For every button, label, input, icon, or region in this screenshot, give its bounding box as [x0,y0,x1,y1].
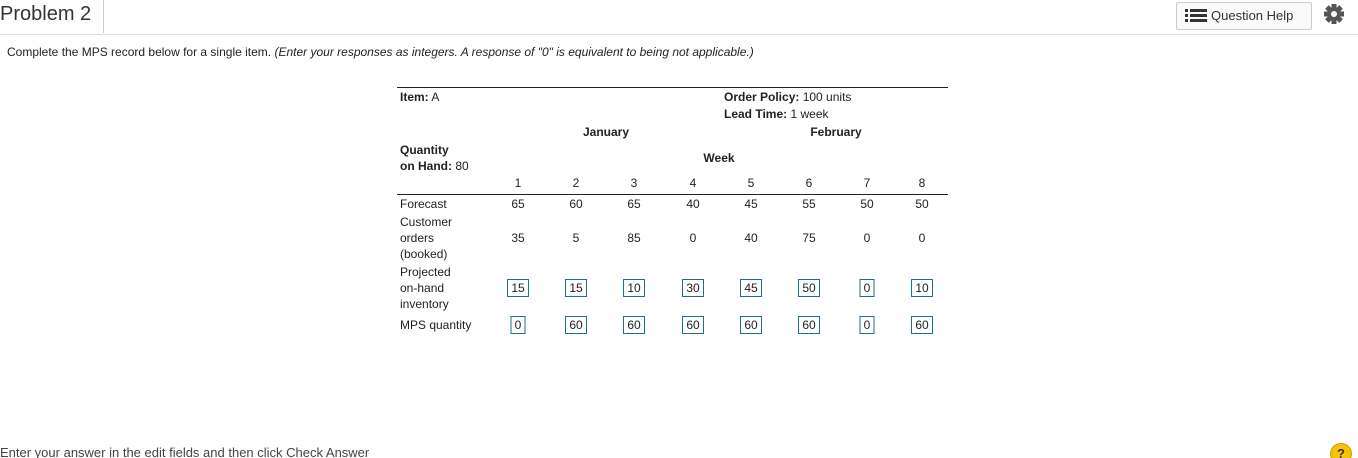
header-rule [0,34,1358,35]
cell-value: 0 [918,231,926,245]
cell-value: 60 [569,197,583,211]
cell-value: 65 [511,197,525,211]
quantity-label: Quantity [400,143,449,157]
answer-field[interactable] [740,316,762,334]
cell-value: 0 [863,231,871,245]
cell-value: 5 [572,231,580,245]
problem-title: Problem 2 [0,3,92,25]
week-number: 7 [863,176,871,190]
answer-field[interactable] [682,279,704,297]
cell-value: 40 [744,231,758,245]
answer-field[interactable] [565,279,587,297]
answer-field[interactable] [911,279,933,297]
row-label: (booked) [400,247,448,261]
answer-field[interactable] [682,316,704,334]
week-number: 5 [747,176,755,190]
row-label: MPS quantity [400,318,472,332]
table-header-rule [397,194,948,195]
item-value: A [431,90,440,104]
month-label: February [810,125,862,139]
week-number: 6 [805,176,813,190]
cell-value: 0 [689,231,697,245]
answer-field[interactable] [507,279,529,297]
row-label: Projected [400,265,451,279]
list-icon [1185,9,1207,22]
row-label: Customer [400,215,453,229]
week-number: 8 [918,176,926,190]
answer-field[interactable] [798,279,820,297]
row-label: inventory [400,297,449,311]
answer-field[interactable] [623,316,645,334]
order-policy-label: Order Policy: [724,90,800,104]
separator [103,0,104,33]
week-label: Week [703,151,735,165]
answer-field[interactable] [510,316,526,334]
quantity-label: on Hand: [400,159,452,173]
lead-time: Lead Time: 1 week [724,106,829,122]
answer-field[interactable] [911,316,933,334]
settings-gear[interactable] [1323,3,1345,25]
instruction-text: Complete the MPS record below for a sing… [7,45,272,59]
week-number: 2 [572,176,580,190]
order-policy: Order Policy: 100 units [724,89,851,105]
answer-field[interactable] [859,316,875,334]
week-number: 4 [689,176,697,190]
answer-field[interactable] [798,316,820,334]
quantity-on-hand: on Hand: 80 [400,158,469,174]
help-icon[interactable]: ? [1330,443,1352,458]
cell-value: 65 [627,197,641,211]
answer-field[interactable] [740,279,762,297]
row-label: Forecast [400,197,447,211]
cell-value: 35 [511,231,525,245]
month-label: January [582,125,630,139]
instruction-note: (Enter your responses as integers. A res… [274,45,754,59]
lead-time-value: 1 week [790,107,829,121]
answer-field[interactable] [565,316,587,334]
cell-value: 75 [802,231,816,245]
cell-value: 85 [627,231,641,245]
answer-field[interactable] [623,279,645,297]
item-label: Item: [400,90,429,104]
quantity-value: 80 [455,159,469,173]
week-number: 3 [630,176,638,190]
cell-value: 40 [686,197,700,211]
week-number: 1 [514,176,522,190]
instructions: Complete the MPS record below for a sing… [7,44,754,60]
order-policy-value: 100 units [802,90,852,104]
question-help-button[interactable]: Question Help [1176,2,1312,30]
footer-text: Enter your answer in the edit fields and… [0,445,370,458]
row-label: orders [400,231,435,245]
cell-value: 45 [744,197,758,211]
row-label: on-hand [400,281,445,295]
cell-value: 55 [802,197,816,211]
help-label: Question Help [1211,8,1294,23]
answer-field[interactable] [859,279,875,297]
item: Item: A [400,89,439,105]
table-top-rule [397,87,948,88]
cell-value: 50 [860,197,874,211]
cell-value: 50 [915,197,929,211]
lead-time-label: Lead Time: [724,107,788,121]
